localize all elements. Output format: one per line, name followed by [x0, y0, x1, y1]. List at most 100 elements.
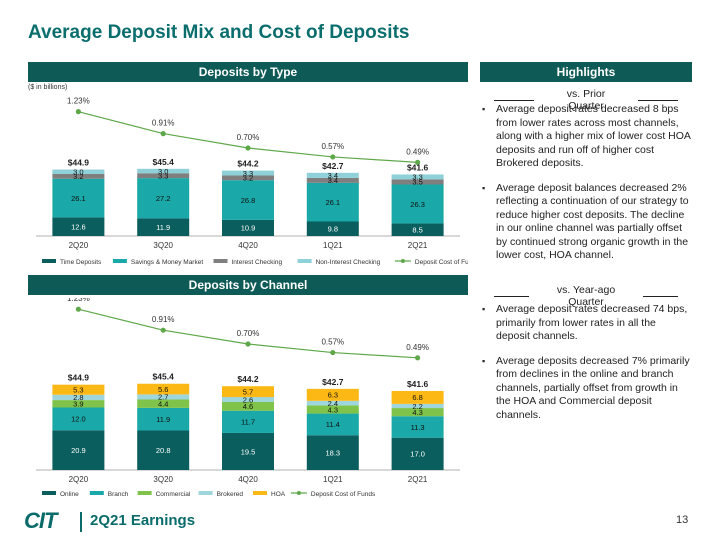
legend-label: Non-Interest Checking	[316, 259, 381, 266]
cost-of-funds-point	[160, 131, 166, 137]
cost-of-funds-label: 0.91%	[152, 315, 175, 324]
bar-segment	[52, 217, 105, 236]
bullet-item: Average deposit rates decreased 74 bps, …	[480, 303, 692, 344]
x-tick-label: 2Q20	[69, 475, 89, 484]
bar-value-label: 10.9	[241, 224, 256, 233]
bar-segment	[306, 413, 359, 436]
highlights-header: Highlights	[480, 62, 692, 82]
bar-total-label: $45.4	[153, 157, 175, 167]
legend-swatch	[137, 491, 152, 495]
bar-total-label: $44.9	[68, 158, 90, 168]
legend-label: Interest Checking	[232, 259, 283, 266]
bar-total-label: $42.7	[322, 161, 344, 171]
bar-segment	[222, 170, 274, 176]
cost-of-funds-point	[245, 341, 251, 347]
legend-label: Commercial	[156, 491, 191, 498]
x-tick-label: 3Q20	[153, 475, 173, 484]
bar-value-label: 4.6	[243, 402, 253, 411]
bar-segment	[222, 401, 274, 411]
bar-segment	[391, 223, 444, 236]
legend-line-marker	[296, 491, 301, 495]
bar-segment	[306, 388, 359, 401]
legend-label: Time Deposits	[60, 259, 102, 266]
bar-segment	[306, 182, 359, 222]
bar-segment	[222, 386, 274, 398]
bar-segment	[52, 394, 105, 401]
bar-segment	[391, 184, 444, 224]
legend-swatch	[198, 491, 213, 495]
cost-of-funds-point	[330, 154, 336, 160]
bar-value-label: 3.4	[328, 176, 338, 185]
bar-segment	[52, 430, 105, 470]
bar-segment	[222, 397, 274, 402]
bar-value-label: 4.3	[328, 405, 338, 414]
legend-label: Deposit Cost of Funds	[415, 259, 468, 266]
page-title: Average Deposit Mix and Cost of Deposits	[28, 22, 410, 43]
legend-swatch	[213, 259, 228, 263]
logo-divider	[80, 512, 82, 532]
cost-of-funds-point	[245, 145, 251, 151]
bar-value-label: 26.1	[71, 194, 86, 203]
bar-value-label: 3.2	[243, 174, 253, 183]
bar-total-label: $45.4	[153, 372, 175, 382]
bar-value-label: 3.9	[73, 400, 83, 409]
bar-segment	[137, 399, 190, 408]
cit-logo: CIT	[24, 508, 57, 533]
bar-value-label: 2.2	[412, 402, 422, 411]
cost-of-funds-point	[75, 306, 81, 312]
deposits-by-type-chart: 1.23% 0.91% 0.70% 0.57% 0.49% 12.6 26.1 3.2 3.0 $…	[28, 94, 480, 279]
bar-total-label: $44.2	[237, 159, 259, 169]
bar-value-label: 27.2	[156, 194, 171, 203]
bar-segment	[306, 400, 359, 406]
bullet-item: Average deposits decreased 7% primarily …	[480, 355, 692, 423]
page-number: 13	[676, 514, 689, 526]
bar-value-label: 11.7	[241, 418, 255, 427]
bar-value-label: 17.0	[410, 450, 425, 459]
bar-segment	[137, 168, 190, 174]
x-tick-label: 1Q21	[323, 241, 343, 250]
bar-segment	[137, 383, 190, 395]
bar-value-label: 4.3	[412, 408, 422, 417]
legend-label: Branch	[108, 491, 129, 498]
cost-of-funds-label: 0.57%	[321, 338, 344, 347]
bar-value-label: 2.8	[73, 393, 83, 402]
bar-total-label: $42.7	[322, 377, 344, 387]
legend-swatch	[42, 259, 56, 263]
bar-segment	[391, 437, 444, 470]
bar-value-label: 20.8	[156, 446, 171, 455]
deposits-by-channel-svg: 1.23%0.91%0.70%0.57%0.49%20.912.03.92.85…	[36, 294, 460, 498]
bar-total-label: $41.6	[407, 379, 429, 389]
cost-of-funds-point	[415, 159, 421, 165]
x-tick-label: 4Q20	[238, 475, 258, 484]
bar-segment	[52, 384, 105, 395]
bar-value-label: 2.4	[328, 399, 338, 408]
bar-segment	[137, 407, 190, 431]
x-tick-label: 2Q20	[69, 241, 89, 250]
bar-value-label: 11.9	[156, 415, 170, 424]
units-note: ($ in billions)	[28, 84, 68, 91]
bar-segment	[52, 407, 105, 431]
deposits-by-type-svg: 1.23%0.91%0.70%0.57%0.49%12.626.13.23.0$…	[36, 97, 480, 266]
bar-value-label: 20.9	[71, 446, 86, 455]
bar-value-label: 11.4	[326, 420, 340, 429]
x-tick-label: 2Q21	[408, 241, 428, 250]
bar-segment	[52, 173, 105, 179]
bar-value-label: 26.3	[410, 200, 425, 209]
legend-line-marker	[400, 259, 405, 263]
bar-segment	[137, 178, 190, 219]
cost-of-funds-label: 1.23%	[67, 97, 90, 106]
bar-value-label: 12.0	[71, 415, 86, 424]
bar-value-label: 5.6	[158, 385, 168, 394]
bar-segment	[222, 175, 274, 181]
bar-segment	[391, 416, 444, 438]
legend-label: Savings & Money Market	[131, 259, 203, 266]
bar-value-label: 3.4	[328, 171, 338, 180]
x-tick-label: 3Q20	[153, 241, 173, 250]
bar-value-label: 3.3	[158, 171, 168, 180]
x-tick-label: 4Q20	[238, 241, 258, 250]
x-tick-label: 1Q21	[323, 475, 343, 484]
bar-value-label: 11.3	[411, 423, 425, 432]
legend-swatch	[89, 491, 104, 495]
bar-total-label: $44.9	[68, 373, 90, 383]
cost-of-funds-label: 1.23%	[67, 298, 90, 303]
